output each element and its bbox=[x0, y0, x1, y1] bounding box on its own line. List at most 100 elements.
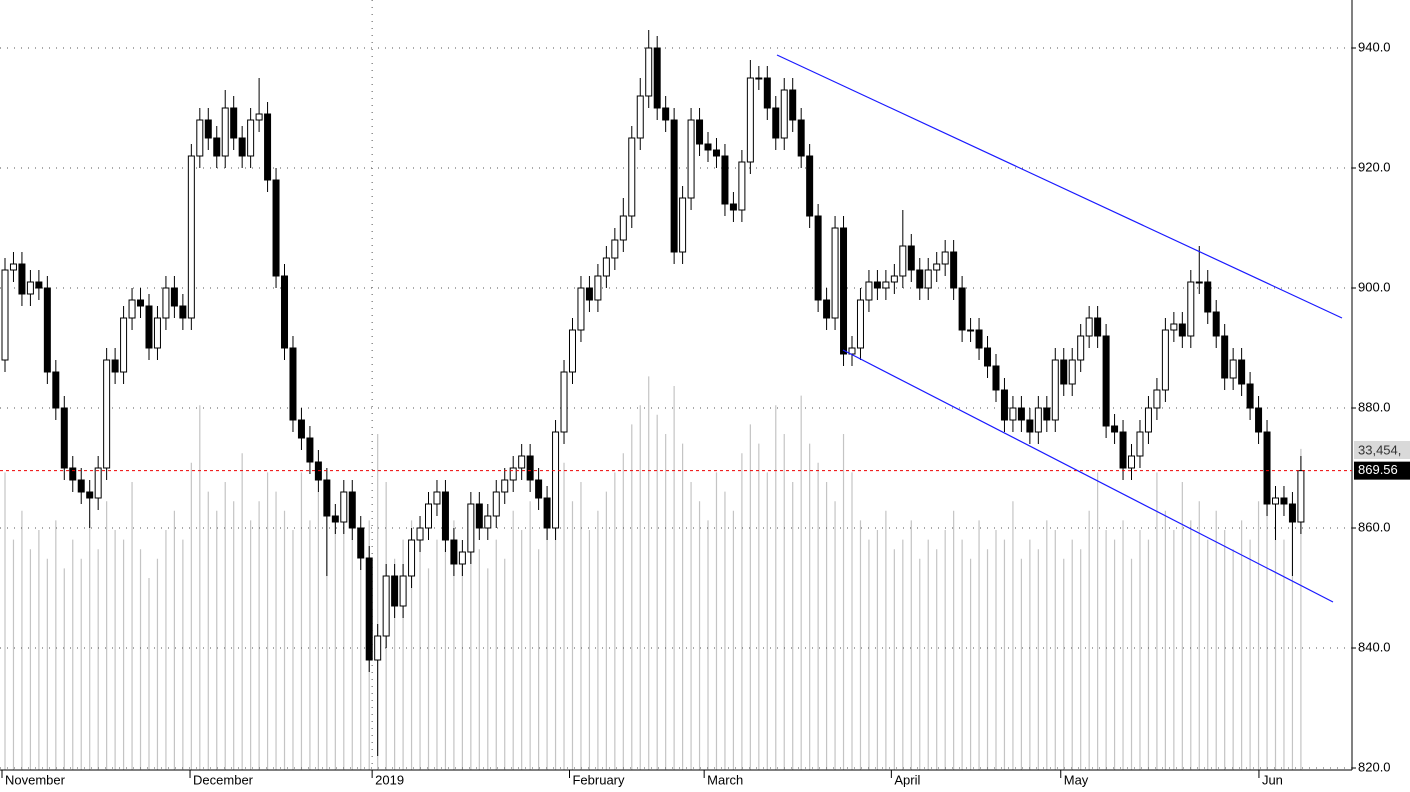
candle-body bbox=[441, 491, 449, 541]
candle-body bbox=[729, 203, 737, 211]
candle-body bbox=[52, 371, 60, 409]
candle-body bbox=[1288, 503, 1296, 523]
candle-body bbox=[179, 305, 187, 319]
candle-body bbox=[94, 467, 102, 499]
candle-body bbox=[670, 119, 678, 253]
candle-body bbox=[704, 143, 712, 151]
candle-body bbox=[255, 113, 263, 121]
candle-body bbox=[1204, 281, 1212, 313]
candle-body bbox=[687, 119, 695, 199]
candle-body bbox=[518, 455, 526, 469]
candle-body bbox=[86, 491, 94, 499]
candle-body bbox=[1085, 317, 1093, 337]
candle-body bbox=[924, 269, 932, 289]
candle-body bbox=[264, 113, 272, 181]
candle-body bbox=[1051, 359, 1059, 421]
candle-body bbox=[18, 263, 26, 295]
candle-body bbox=[297, 419, 305, 439]
candle-body bbox=[43, 287, 51, 373]
candle-layer bbox=[1, 30, 1305, 756]
candle-body bbox=[831, 227, 839, 319]
candle-body bbox=[128, 299, 136, 319]
x-tick-label: 2019 bbox=[375, 772, 404, 787]
candle-body bbox=[560, 371, 568, 433]
candle-body bbox=[653, 47, 661, 109]
candle-body bbox=[230, 107, 238, 139]
candle-body bbox=[26, 281, 34, 295]
candle-body bbox=[1068, 359, 1076, 385]
candle-body bbox=[1034, 407, 1042, 433]
x-tick-label: December bbox=[193, 772, 254, 787]
candle-body bbox=[501, 479, 509, 493]
candle-body bbox=[814, 215, 822, 301]
candle-body bbox=[187, 155, 195, 319]
candle-body bbox=[890, 275, 898, 283]
candle-body bbox=[1221, 335, 1229, 379]
candle-body bbox=[755, 77, 763, 80]
candle-body bbox=[1178, 323, 1186, 337]
candle-body bbox=[882, 281, 890, 289]
candle-body bbox=[306, 437, 314, 463]
candle-body bbox=[221, 107, 229, 157]
candle-body bbox=[907, 245, 915, 271]
candle-body bbox=[458, 551, 466, 565]
candle-body bbox=[1212, 311, 1220, 337]
candle-body bbox=[577, 287, 585, 331]
candle-body bbox=[1060, 359, 1068, 385]
volume-label: 33,454, bbox=[1358, 442, 1401, 457]
candle-body bbox=[543, 497, 551, 529]
candle-body bbox=[679, 197, 687, 253]
candle-body bbox=[170, 287, 178, 307]
candle-body bbox=[738, 161, 746, 211]
x-tick-label: Jun bbox=[1262, 772, 1283, 787]
candle-body bbox=[865, 281, 873, 301]
candle-body bbox=[365, 557, 373, 661]
candle-body bbox=[382, 575, 390, 637]
x-tick-label: February bbox=[572, 772, 625, 787]
candle-body bbox=[272, 179, 280, 277]
candle-body bbox=[204, 119, 212, 139]
candle-body bbox=[1229, 359, 1237, 379]
y-tick-label: 920.0 bbox=[1358, 159, 1391, 174]
candle-body bbox=[1161, 329, 1169, 391]
candle-body bbox=[331, 515, 339, 523]
candle-body bbox=[60, 407, 68, 469]
x-tick-label: November bbox=[5, 772, 66, 787]
candle-body bbox=[475, 503, 483, 529]
candle-body bbox=[450, 539, 458, 565]
candle-body bbox=[77, 479, 85, 493]
candle-body bbox=[1263, 431, 1271, 505]
candle-body bbox=[1280, 497, 1288, 505]
candle-body bbox=[111, 359, 119, 373]
y-tick-label: 860.0 bbox=[1358, 519, 1391, 534]
candle-body bbox=[433, 491, 441, 505]
candle-body bbox=[509, 467, 517, 481]
last-price-box bbox=[1354, 461, 1410, 480]
candle-body bbox=[69, 467, 77, 481]
x-tick-label: March bbox=[707, 772, 743, 787]
candle-body bbox=[1009, 407, 1017, 421]
candle-body bbox=[374, 635, 382, 661]
candle-body bbox=[153, 317, 161, 349]
y-tick-label: 880.0 bbox=[1358, 399, 1391, 414]
candle-body bbox=[636, 95, 644, 139]
candle-body bbox=[1128, 455, 1136, 469]
candle-body bbox=[408, 539, 416, 577]
grid-layer bbox=[0, 0, 1352, 770]
candle-body bbox=[1094, 317, 1102, 337]
candle-body bbox=[712, 149, 720, 157]
y-tick-label: 940.0 bbox=[1358, 39, 1391, 54]
candle-body bbox=[145, 305, 153, 349]
candle-body bbox=[1153, 389, 1161, 409]
trend-line-upper bbox=[776, 54, 1343, 319]
y-tick-label: 820.0 bbox=[1358, 759, 1391, 774]
candle-body bbox=[789, 89, 797, 121]
candle-body bbox=[602, 257, 610, 277]
candle-body bbox=[213, 137, 221, 157]
candle-body bbox=[611, 239, 619, 259]
candle-body bbox=[1077, 335, 1085, 361]
candle-body bbox=[162, 287, 170, 319]
candle-body bbox=[873, 281, 881, 289]
candle-body bbox=[856, 299, 864, 349]
